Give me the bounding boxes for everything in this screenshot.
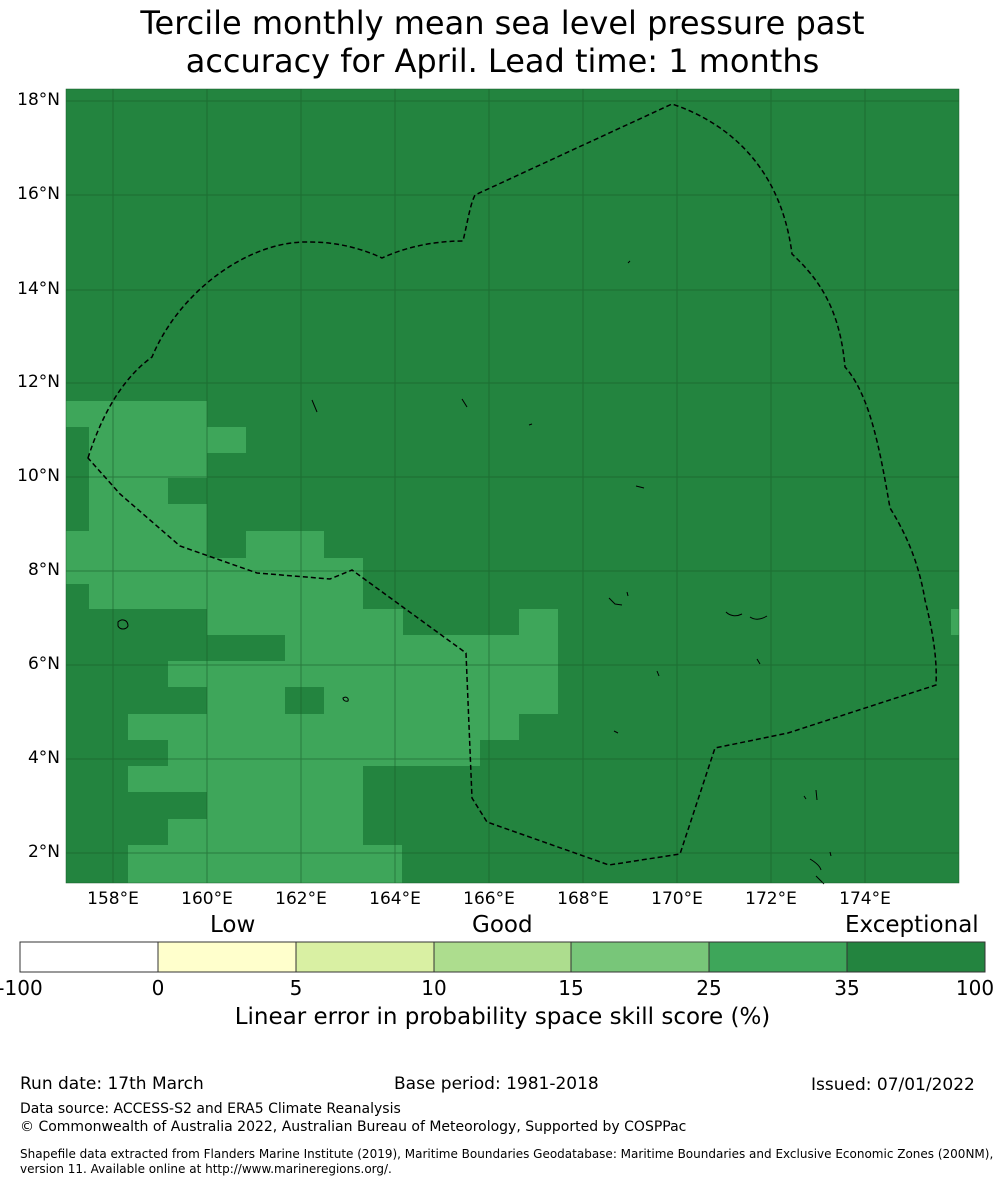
lon-label-172e: 172°E <box>745 889 797 909</box>
eez-boundary <box>87 103 937 866</box>
colorbar-label: Linear error in probability space skill … <box>234 1004 771 1030</box>
colorbar-category-exceptional: Exceptional <box>845 912 979 938</box>
lon-label-164e: 164°E <box>369 889 421 909</box>
colorbar-tick-5: 15 <box>558 976 584 1000</box>
shapefile-credit-line-2: version 11. Available online at http://w… <box>20 1162 392 1176</box>
colorbar-category-low: Low <box>210 912 256 938</box>
shapefile-credit: Shapefile data extracted from Flanders M… <box>20 1147 1005 1177</box>
map-gridlines <box>66 89 959 883</box>
colorbar <box>19 941 986 973</box>
colorbar-tick-2: 0 <box>151 976 165 1000</box>
run-date: Run date: 17th March <box>20 1074 204 1094</box>
title-line-1: Tercile monthly mean sea level pressure … <box>140 4 865 42</box>
colorbar-tick-1: -100 <box>0 976 43 1000</box>
lat-label-14n: 14°N <box>17 279 60 299</box>
colorbar-tick-6: 25 <box>696 976 722 1000</box>
colorbar-segment-6 <box>708 941 848 973</box>
lat-label-6n: 6°N <box>27 654 60 674</box>
map-plot <box>65 88 960 885</box>
colorbar-segment-3 <box>295 941 435 973</box>
colorbar-segment-4 <box>433 941 572 973</box>
colorbar-tick-3: 5 <box>289 976 303 1000</box>
colorbar-segment-2 <box>157 941 297 973</box>
base-period: Base period: 1981-2018 <box>394 1074 599 1094</box>
colorbar-segment-1 <box>19 941 159 973</box>
colorbar-tick-7: 35 <box>834 976 860 1000</box>
colorbar-tick-8: 100 <box>955 976 995 1000</box>
skill-region-good-plus <box>66 401 959 883</box>
lon-label-174e: 174°E <box>839 889 891 909</box>
colorbar-segment-5 <box>570 941 710 973</box>
lon-label-168e: 168°E <box>557 889 609 909</box>
colorbar-tick-4: 10 <box>421 976 447 1000</box>
colorbar-category-good: Good <box>472 912 533 938</box>
map-frame <box>65 88 960 884</box>
issued-date: Issued: 07/01/2022 <box>811 1075 975 1095</box>
shapefile-credit-line-1: Shapefile data extracted from Flanders M… <box>20 1147 994 1161</box>
lat-label-18n: 18°N <box>17 90 60 110</box>
lat-label-10n: 10°N <box>17 466 60 486</box>
map-title: Tercile monthly mean sea level pressure … <box>0 4 1005 80</box>
lon-label-162e: 162°E <box>275 889 327 909</box>
lon-label-166e: 166°E <box>463 889 515 909</box>
lon-label-160e: 160°E <box>181 889 233 909</box>
skill-region-pockets <box>128 687 324 766</box>
data-source: Data source: ACCESS-S2 and ERA5 Climate … <box>20 1101 401 1117</box>
lat-label-2n: 2°N <box>27 842 60 862</box>
lat-label-16n: 16°N <box>17 184 60 204</box>
lon-label-170e: 170°E <box>651 889 703 909</box>
title-line-2: accuracy for April. Lead time: 1 months <box>185 42 820 80</box>
island-outlines <box>117 260 832 885</box>
colorbar-segment-7 <box>846 941 986 973</box>
copyright: © Commonwealth of Australia 2022, Austra… <box>20 1119 687 1135</box>
lat-label-8n: 8°N <box>27 560 60 580</box>
lat-label-4n: 4°N <box>27 748 60 768</box>
lon-label-158e: 158°E <box>87 889 139 909</box>
lat-label-12n: 12°N <box>17 372 60 392</box>
